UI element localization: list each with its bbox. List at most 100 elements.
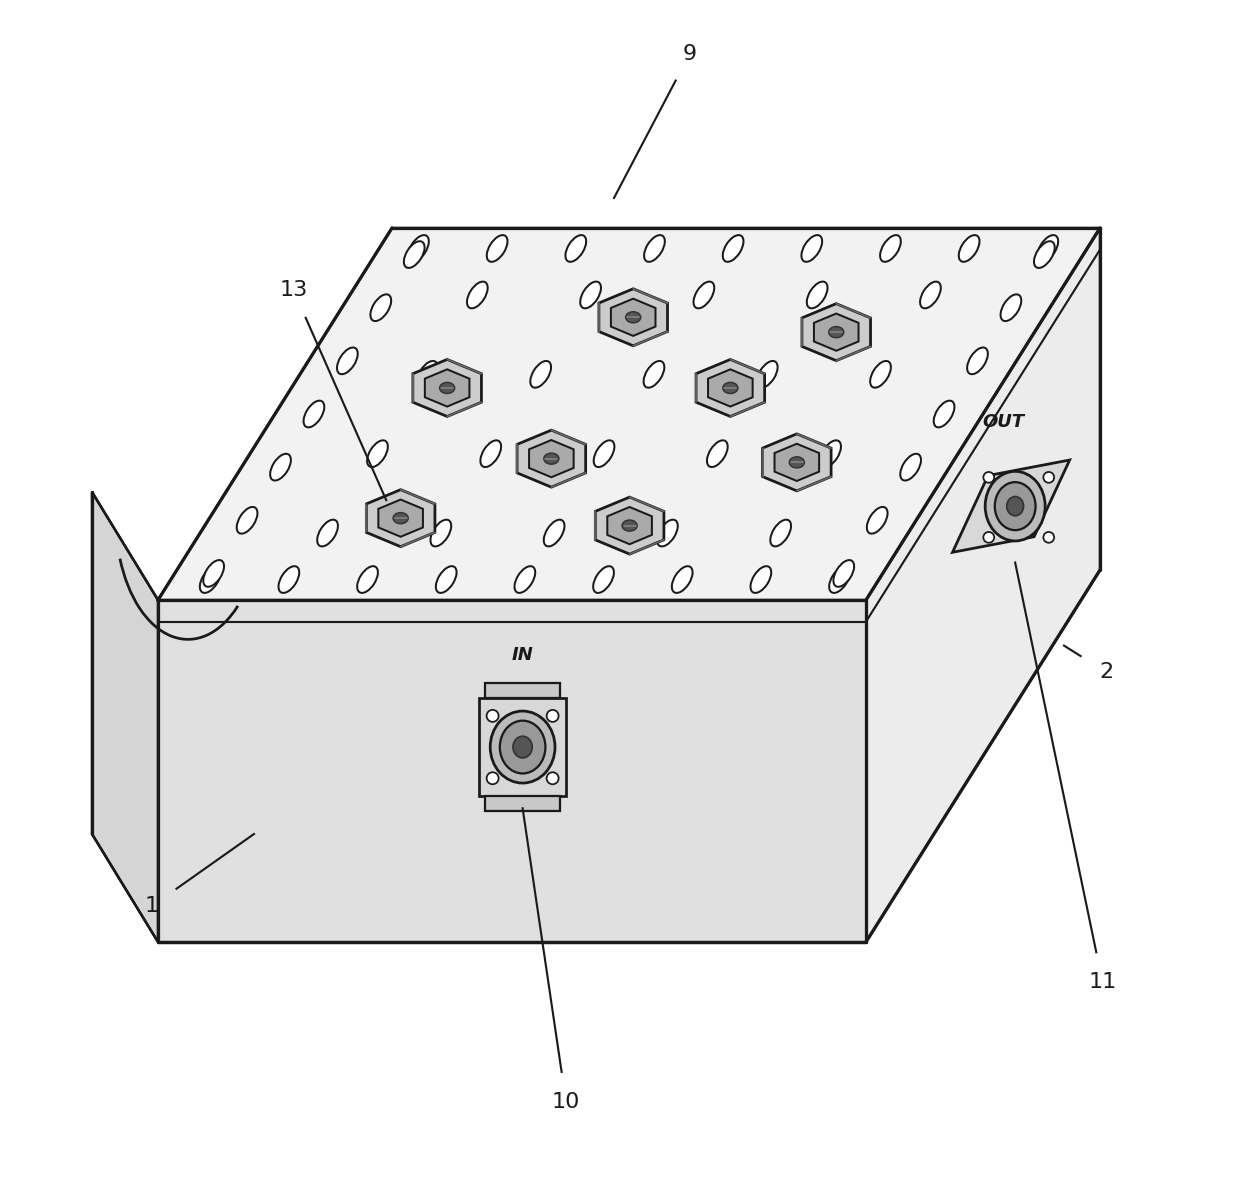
Ellipse shape [337,348,357,374]
Ellipse shape [833,560,854,587]
Ellipse shape [1007,497,1023,516]
Ellipse shape [547,710,558,722]
Ellipse shape [430,520,451,546]
Ellipse shape [1001,294,1022,322]
Ellipse shape [920,282,941,308]
Text: OUT: OUT [982,413,1024,431]
Ellipse shape [1043,532,1054,542]
Ellipse shape [487,235,507,262]
Polygon shape [866,228,1100,942]
Ellipse shape [594,440,614,467]
Ellipse shape [547,773,558,785]
Ellipse shape [959,235,980,262]
Polygon shape [517,430,585,487]
Ellipse shape [900,454,921,480]
Ellipse shape [404,241,424,268]
Ellipse shape [486,710,498,722]
Ellipse shape [367,440,388,467]
Polygon shape [92,492,157,942]
Polygon shape [611,299,656,336]
Polygon shape [529,440,574,478]
Ellipse shape [967,348,988,374]
Ellipse shape [790,457,805,468]
Polygon shape [708,370,753,407]
Polygon shape [595,497,663,554]
Ellipse shape [807,282,827,308]
Ellipse shape [513,737,532,758]
Ellipse shape [200,566,221,593]
Ellipse shape [828,326,843,337]
Ellipse shape [580,282,601,308]
Text: 1: 1 [145,896,159,916]
Ellipse shape [770,520,791,546]
Ellipse shape [801,235,822,262]
Ellipse shape [304,401,325,427]
Text: IN: IN [512,647,533,665]
Text: 10: 10 [552,1092,580,1111]
Ellipse shape [723,235,744,262]
Ellipse shape [544,520,564,546]
Ellipse shape [467,282,487,308]
Ellipse shape [867,506,888,534]
Ellipse shape [515,566,536,593]
Ellipse shape [750,566,771,593]
Polygon shape [608,506,652,545]
Text: 9: 9 [682,44,697,64]
Ellipse shape [203,560,224,587]
Ellipse shape [486,773,498,785]
Ellipse shape [644,235,665,262]
Ellipse shape [435,566,456,593]
Polygon shape [413,360,481,416]
Ellipse shape [490,712,556,784]
Ellipse shape [544,454,559,464]
Polygon shape [599,289,667,346]
Ellipse shape [820,440,841,467]
Ellipse shape [440,383,455,394]
Ellipse shape [279,566,299,593]
Ellipse shape [480,440,501,467]
Ellipse shape [672,566,693,593]
Bar [485,797,559,811]
Polygon shape [425,370,470,407]
Ellipse shape [417,361,438,388]
Ellipse shape [644,361,665,388]
Ellipse shape [593,566,614,593]
Ellipse shape [934,401,955,427]
Text: 13: 13 [279,281,308,300]
Ellipse shape [983,472,994,482]
Ellipse shape [531,361,551,388]
Ellipse shape [408,235,429,262]
Ellipse shape [371,294,391,322]
Ellipse shape [626,312,641,323]
Ellipse shape [622,520,637,532]
Bar [480,698,565,797]
Ellipse shape [707,440,728,467]
Ellipse shape [985,472,1045,541]
Ellipse shape [756,361,777,388]
Polygon shape [763,434,831,491]
Ellipse shape [500,721,546,774]
Ellipse shape [270,454,291,480]
Ellipse shape [870,361,890,388]
Polygon shape [813,313,858,350]
Ellipse shape [880,235,900,262]
Ellipse shape [994,482,1035,530]
Polygon shape [157,228,1100,600]
Ellipse shape [357,566,378,593]
Polygon shape [775,444,820,481]
Ellipse shape [1038,235,1058,262]
Ellipse shape [830,566,849,593]
Ellipse shape [983,532,994,542]
Polygon shape [366,490,435,547]
Text: 11: 11 [1089,972,1116,991]
Polygon shape [802,304,870,361]
Ellipse shape [565,235,587,262]
Polygon shape [952,460,1070,552]
Ellipse shape [657,520,678,546]
Ellipse shape [723,383,738,394]
Ellipse shape [1034,241,1055,268]
Polygon shape [696,360,765,416]
Ellipse shape [693,282,714,308]
Ellipse shape [1043,472,1054,482]
Ellipse shape [317,520,339,546]
